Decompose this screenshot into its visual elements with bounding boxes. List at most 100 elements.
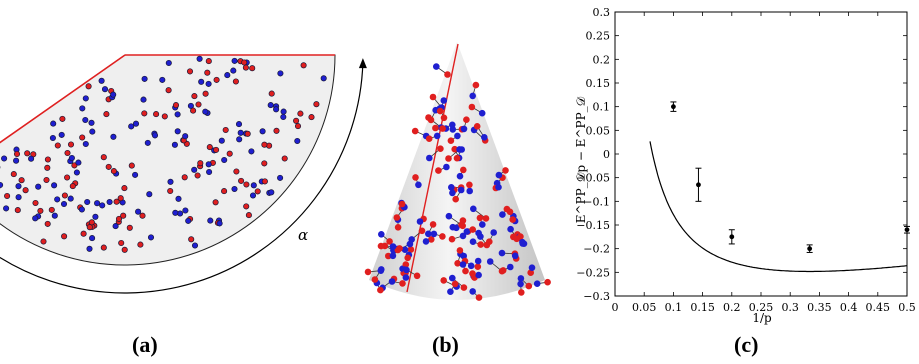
charge-point <box>153 111 160 118</box>
cone-charge-point <box>468 103 476 111</box>
cone-charge-point <box>440 114 448 122</box>
axes <box>614 11 908 297</box>
charge-point <box>235 121 243 128</box>
charge-point <box>10 171 17 178</box>
x-tick-label: 0.3 <box>781 301 799 314</box>
charge-point <box>44 156 51 163</box>
charge-point <box>273 106 280 113</box>
cone-charge-point <box>406 240 414 248</box>
x-tick-label: 0.25 <box>749 301 774 314</box>
angle-arrow <box>0 62 364 294</box>
cone-charge-point <box>469 288 476 295</box>
cone-charge-point <box>425 135 433 142</box>
cone-charge-point <box>430 230 438 238</box>
cone-charge-point <box>469 270 476 277</box>
y-tick-label: −0.05 <box>576 172 610 185</box>
cone-charge-point <box>475 294 483 301</box>
y-tick-label: −0.15 <box>576 219 610 232</box>
charge-point <box>3 205 10 212</box>
charge-point <box>249 65 256 72</box>
cone-charge-point <box>416 218 424 225</box>
charge-point <box>191 242 199 249</box>
charge-point <box>128 162 135 169</box>
charge-point <box>32 215 39 222</box>
cone-charge-point <box>449 274 456 282</box>
charge-point <box>64 149 71 157</box>
cone-charge-point <box>412 174 419 181</box>
y-tick-label: 0.05 <box>586 124 611 137</box>
charge-point <box>241 59 248 66</box>
panel-b-cone-plot <box>364 42 551 301</box>
cone-charge-point <box>443 163 450 171</box>
cone-charge-point <box>476 214 484 222</box>
cone-charge-point <box>377 286 384 294</box>
charge-point <box>277 70 284 77</box>
cone-charge-point <box>449 189 456 197</box>
cone-charge-point <box>394 224 402 231</box>
y-tick-label: 0.3 <box>593 6 611 19</box>
cone-charge-point <box>407 246 415 253</box>
angle-alpha-label: α <box>298 226 308 244</box>
charge-point <box>151 132 159 139</box>
charge-point <box>194 172 201 179</box>
x-tick-label: 0 <box>612 301 619 314</box>
charge-point <box>37 207 44 214</box>
cone-charge-point <box>509 216 516 223</box>
charge-point <box>249 192 257 199</box>
charge-point <box>174 128 181 135</box>
charge-point <box>1 155 8 162</box>
cone-charge-point <box>457 186 465 194</box>
cone-charge-point <box>463 228 471 235</box>
charge-point <box>110 133 117 140</box>
x-tick-label: 0.45 <box>866 301 891 314</box>
cone-charge-point <box>377 242 385 250</box>
charge-point <box>67 141 75 148</box>
charge-point <box>137 241 144 248</box>
cone-charge-point <box>469 92 476 100</box>
charge-point <box>51 212 58 219</box>
charge-point <box>171 141 178 148</box>
charge-point <box>165 59 172 67</box>
charge-point <box>61 192 68 199</box>
cone-charge-point <box>428 236 435 243</box>
charge-point <box>293 117 300 124</box>
charge-point <box>44 164 51 171</box>
charge-point <box>67 195 74 202</box>
charge-point <box>232 78 239 85</box>
cone-charge-point <box>389 252 397 260</box>
charge-point <box>49 134 56 142</box>
cone-charge-point <box>517 275 525 282</box>
charge-point <box>118 239 125 247</box>
cone-charge-point <box>458 221 465 229</box>
charge-point <box>231 57 238 64</box>
charge-point <box>213 146 220 153</box>
charge-point <box>79 105 86 112</box>
panel-b-label: (b) <box>432 332 459 357</box>
charge-point <box>238 177 245 184</box>
cone-charge-point <box>459 232 467 240</box>
charge-point <box>13 157 20 164</box>
y-tick-label: 0.1 <box>593 101 611 114</box>
cone-charge-point <box>435 167 442 174</box>
cone-charge-point <box>452 195 459 203</box>
charge-point <box>86 245 93 252</box>
charge-point <box>313 101 320 108</box>
cone-charge-point <box>517 280 524 288</box>
charge-point <box>44 220 51 227</box>
charge-point <box>186 68 194 75</box>
charge-point <box>185 217 192 224</box>
charge-point <box>140 96 147 103</box>
cone-charge-point <box>486 238 493 245</box>
charge-point <box>172 209 179 216</box>
cone-surface <box>369 42 545 300</box>
sector-cut-edge <box>0 54 126 144</box>
cone-charge-point <box>466 187 473 195</box>
charge-point <box>280 108 287 115</box>
data-point <box>807 246 813 252</box>
charge-point <box>212 199 219 206</box>
cone-charge-point <box>371 276 379 283</box>
charge-point <box>84 198 91 206</box>
cone-charge-point <box>459 261 467 268</box>
data-points <box>670 101 910 253</box>
charge-point <box>110 91 117 98</box>
